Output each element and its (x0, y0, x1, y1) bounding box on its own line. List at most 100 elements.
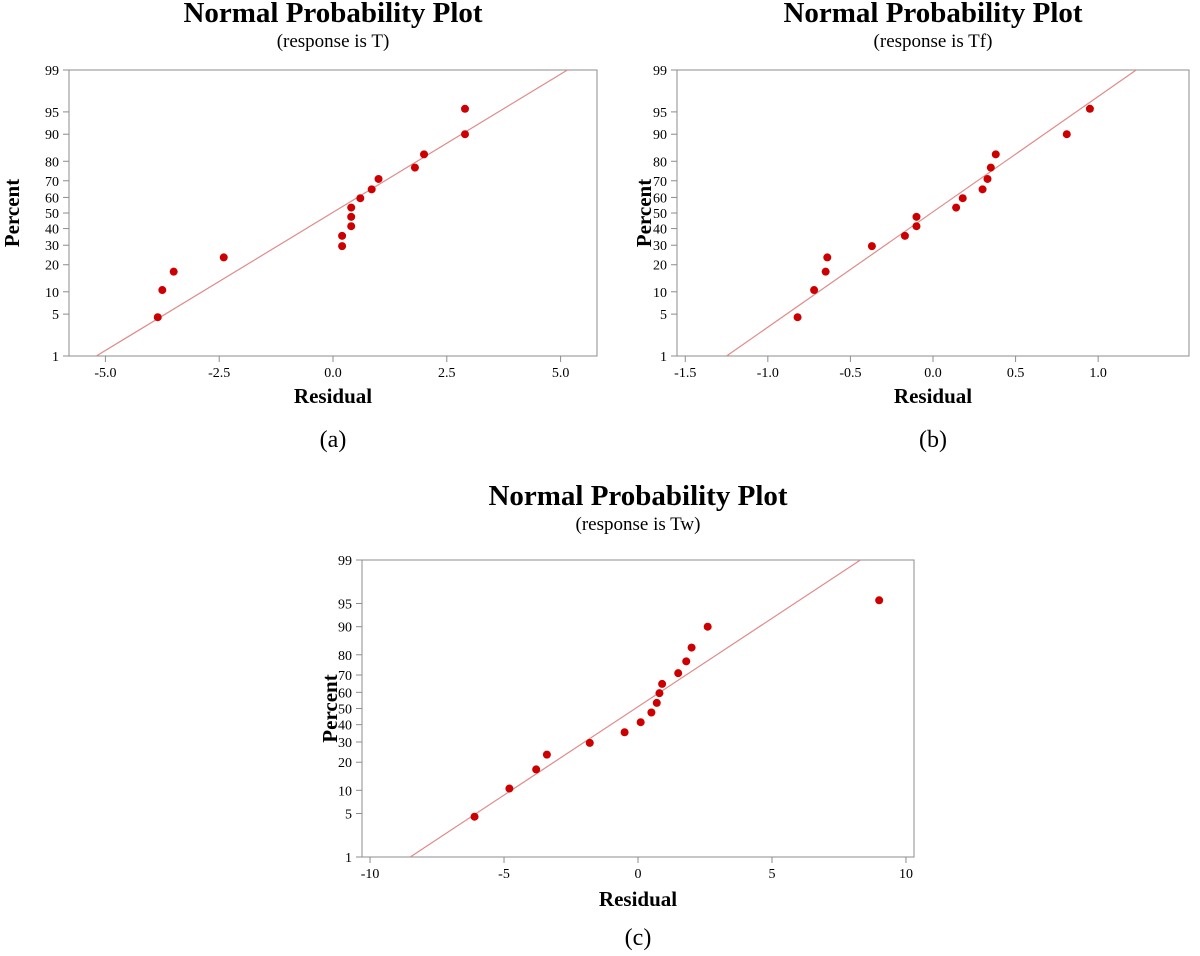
x-tick-label: 2.5 (438, 366, 456, 381)
data-point (867, 242, 876, 251)
panel-label: (a) (320, 427, 347, 453)
chart-subtitle: (response is Tf) (874, 31, 993, 52)
y-tick-label: 60 (45, 191, 59, 206)
data-point (420, 150, 429, 159)
x-tick-label: 1.0 (1089, 366, 1107, 381)
x-tick-label: -2.5 (208, 366, 230, 381)
y-tick-label: 30 (45, 239, 59, 254)
y-tick-label: 80 (338, 649, 352, 664)
y-tick-label: 99 (45, 64, 59, 79)
data-point (620, 728, 629, 737)
x-tick-label: -1.5 (674, 366, 696, 381)
data-point (991, 150, 1000, 159)
y-tick-label: 10 (653, 286, 667, 301)
panel-label: (c) (625, 925, 652, 951)
x-axis-label: Residual (894, 384, 972, 408)
x-tick-label: 5.0 (552, 366, 570, 381)
y-tick-label: 40 (338, 719, 352, 734)
data-point (542, 750, 551, 759)
y-tick-label: 90 (338, 621, 352, 636)
data-point (912, 222, 921, 231)
x-tick-label: 5 (768, 867, 775, 882)
y-tick-label: 1 (52, 350, 59, 365)
data-point (875, 596, 884, 605)
data-point (674, 669, 683, 678)
chart-panel-c: Normal Probability Plot(response is Tw) 1… (318, 480, 915, 951)
y-tick-label: 10 (45, 286, 59, 301)
data-point (900, 231, 909, 240)
data-point (1085, 104, 1094, 113)
y-tick-label: 5 (345, 807, 352, 822)
y-axis-label: Percent (632, 179, 656, 247)
data-point (978, 185, 987, 194)
y-tick-label: 1 (345, 851, 352, 866)
data-point (470, 812, 479, 821)
data-point (461, 104, 469, 113)
x-tick-label: -1.0 (757, 366, 779, 381)
chart-title: Normal Probability Plot (183, 0, 482, 29)
x-tick-label: -5.0 (94, 366, 116, 381)
data-point (338, 242, 347, 251)
y-tick-label: 30 (338, 736, 352, 751)
data-point (532, 765, 541, 774)
y-tick-label: 60 (338, 686, 352, 701)
data-point (912, 212, 921, 221)
data-point (810, 286, 819, 295)
data-point (986, 163, 995, 172)
data-point (505, 784, 514, 793)
data-point (983, 174, 992, 183)
x-axis-label: Residual (599, 887, 677, 911)
data-point (219, 253, 228, 262)
data-point (153, 313, 162, 322)
plot-frame (361, 559, 915, 858)
x-tick-label: 0.5 (1007, 366, 1025, 381)
y-tick-label: 20 (338, 756, 352, 771)
data-point (1062, 130, 1071, 139)
data-point (374, 174, 383, 183)
data-point (367, 185, 376, 194)
y-tick-label: 80 (45, 155, 59, 170)
y-tick-label: 50 (45, 207, 59, 222)
data-point (356, 194, 365, 203)
y-tick-label: 90 (45, 128, 59, 143)
y-tick-label: 95 (338, 598, 352, 613)
y-tick-label: 95 (653, 106, 667, 121)
y-tick-label: 50 (338, 703, 352, 718)
data-point (821, 267, 830, 276)
data-point (410, 163, 419, 172)
data-point (958, 194, 967, 203)
data-point (658, 679, 667, 688)
data-point (793, 313, 802, 322)
y-tick-label: 70 (653, 175, 667, 190)
y-tick-label: 99 (338, 554, 352, 569)
y-tick-label: 60 (653, 191, 667, 206)
y-tick-label: 10 (338, 784, 352, 799)
x-tick-label: 0 (635, 867, 642, 882)
data-point (636, 718, 645, 727)
y-tick-label: 50 (653, 207, 667, 222)
data-point (687, 643, 696, 652)
y-tick-label: 30 (653, 239, 667, 254)
chart-subtitle: (response is Tw) (576, 514, 701, 535)
data-point (952, 203, 961, 212)
data-point (647, 708, 656, 717)
data-point (585, 738, 594, 747)
y-tick-label: 40 (45, 223, 59, 238)
y-tick-label: 99 (653, 64, 667, 79)
x-tick-label: -5 (498, 867, 510, 882)
y-tick-label: 70 (338, 669, 352, 684)
x-tick-label: -10 (361, 867, 380, 882)
chart-title: Normal Probability Plot (488, 480, 787, 512)
data-point (823, 253, 832, 262)
x-axis-label: Residual (294, 384, 372, 408)
panel-label: (b) (919, 427, 947, 453)
y-tick-label: 80 (653, 155, 667, 170)
data-point (347, 203, 356, 212)
chart-subtitle: (response is T) (277, 31, 390, 52)
y-tick-label: 70 (45, 175, 59, 190)
data-point (655, 689, 664, 698)
data-point (703, 622, 712, 631)
x-tick-label: 0.0 (924, 366, 942, 381)
y-tick-label: 20 (45, 259, 59, 274)
